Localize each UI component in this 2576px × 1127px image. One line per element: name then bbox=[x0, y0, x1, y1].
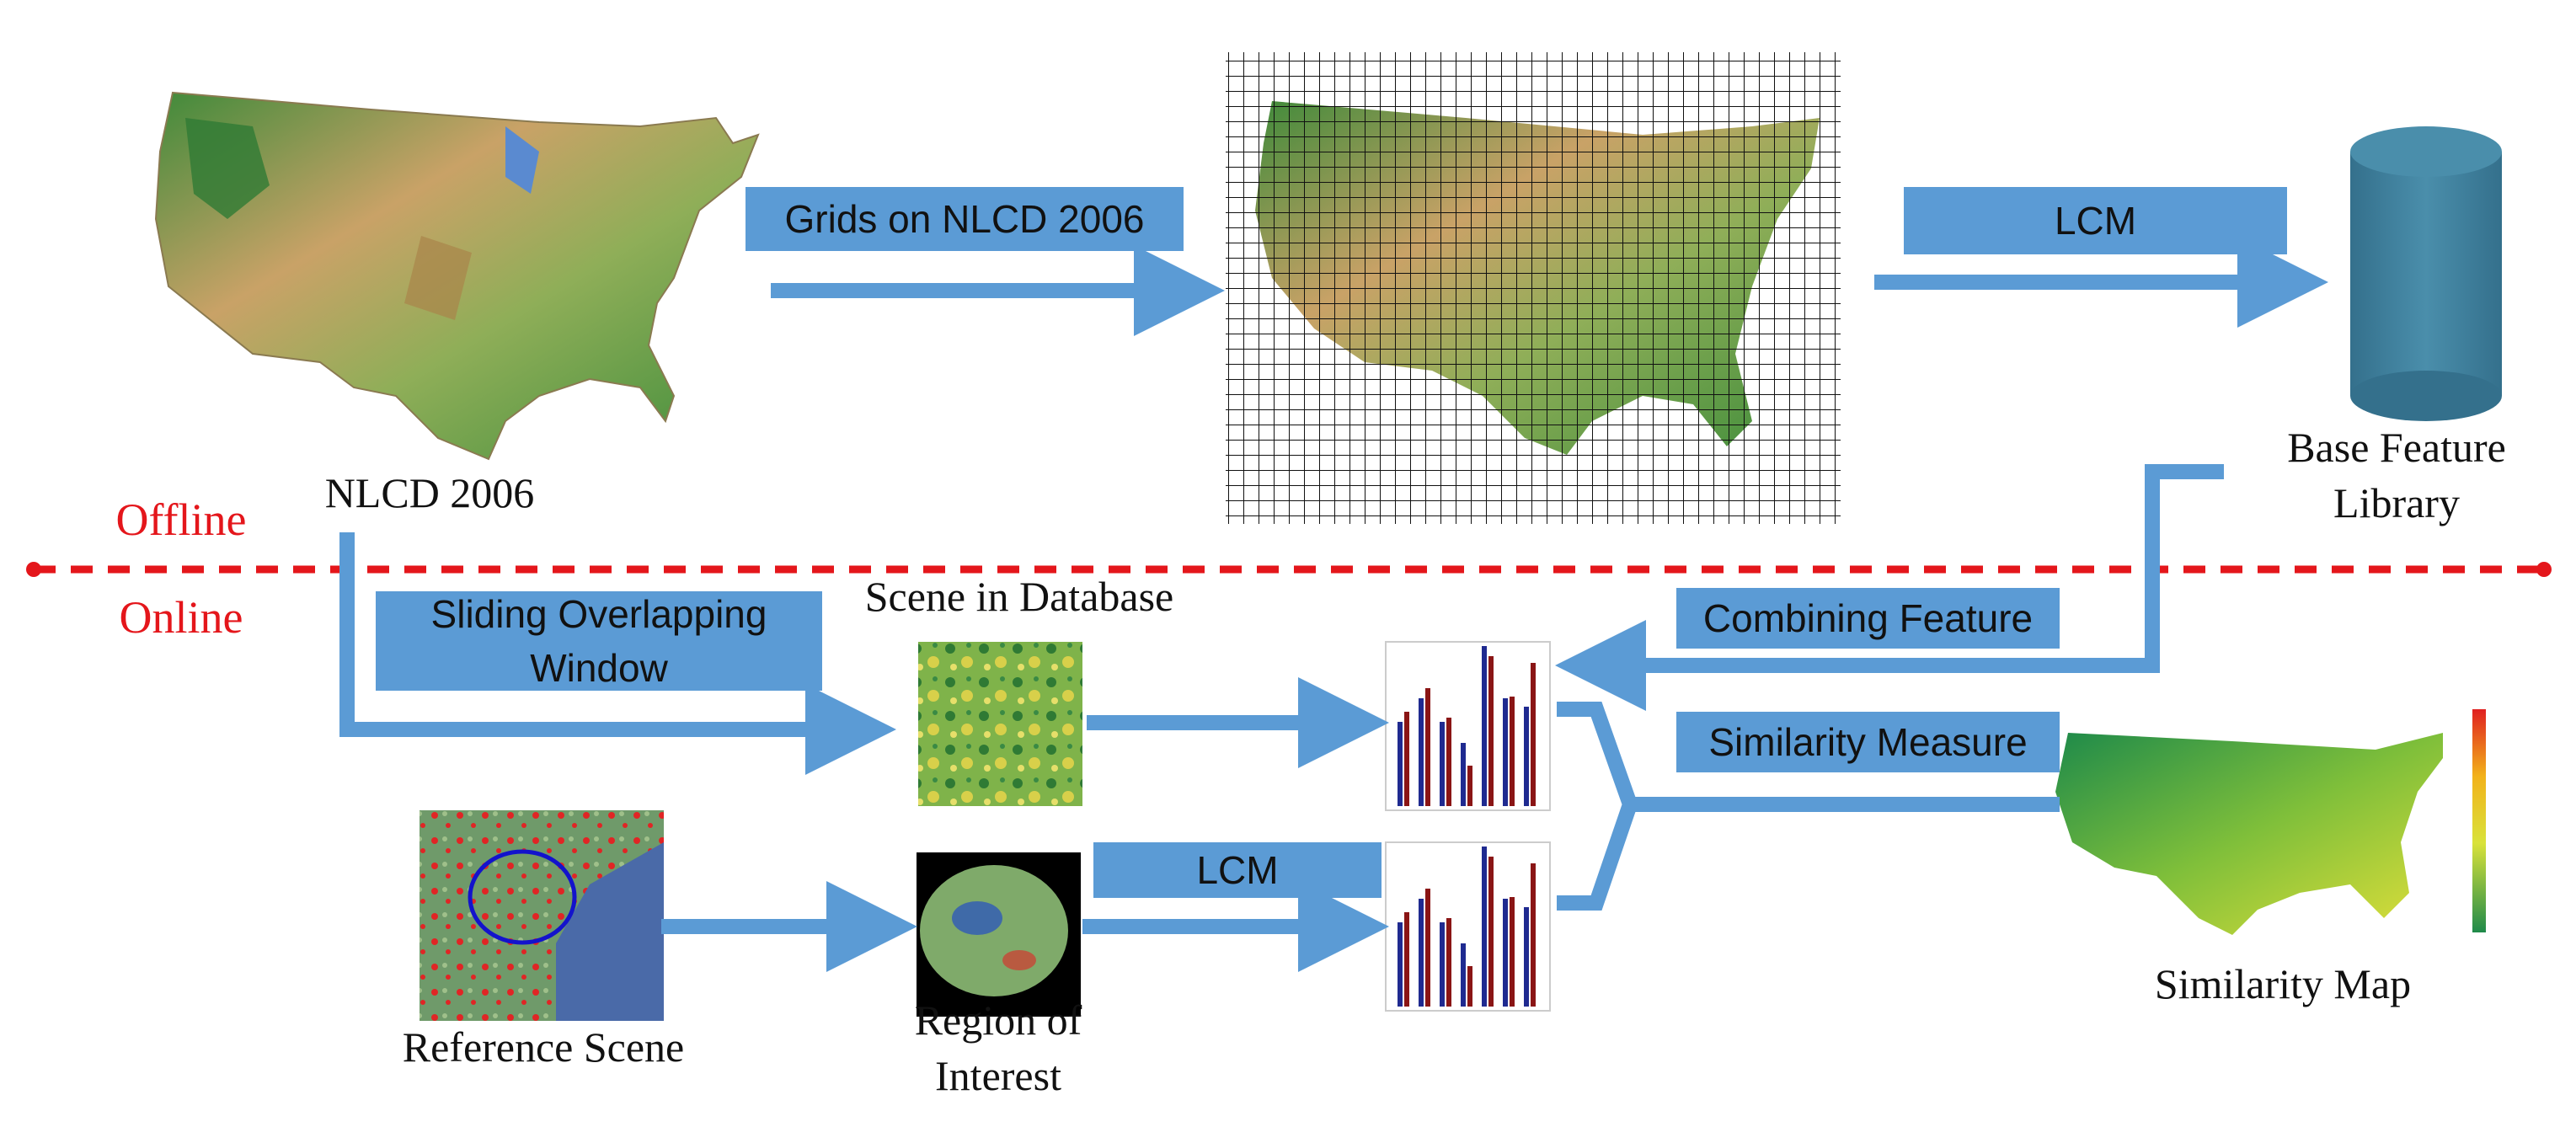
us-land-cover-map bbox=[154, 91, 760, 461]
satellite-reference-scene bbox=[420, 810, 664, 1021]
arrow-library-to-histogram bbox=[1555, 464, 2224, 711]
similarity-map-label: Similarity Map bbox=[2154, 960, 2412, 1007]
histogram-bar-blue bbox=[1419, 899, 1424, 1007]
histogram-bar-red bbox=[1488, 857, 1494, 1007]
histogram-bar-blue bbox=[1461, 943, 1466, 1007]
histogram-bar-blue bbox=[1398, 922, 1403, 1007]
histogram-bar-red bbox=[1446, 718, 1451, 806]
lcm-top-box: LCM bbox=[1904, 187, 2287, 254]
histogram-bar-red bbox=[1510, 697, 1515, 806]
sliding-window-box: Sliding Overlapping Window bbox=[376, 591, 822, 691]
combining-feature-box: Combining Feature bbox=[1676, 588, 2060, 649]
reference-scene-label: Reference Scene bbox=[402, 1023, 685, 1071]
region-of-interest-mask bbox=[917, 852, 1081, 1017]
histogram-bar-red bbox=[1467, 966, 1472, 1007]
histogram-bar-red bbox=[1425, 688, 1430, 806]
online-label: Online bbox=[119, 592, 243, 643]
histogram-bar-blue bbox=[1440, 922, 1445, 1007]
region-of-interest-label: Region of Interest bbox=[914, 996, 1082, 1099]
histogram-bar-red bbox=[1510, 897, 1515, 1007]
histogram-bar-red bbox=[1531, 663, 1536, 806]
gridded-us-map bbox=[1226, 52, 1841, 524]
histogram-bar-red bbox=[1467, 766, 1472, 806]
grids-on-nlcd-box: Grids on NLCD 2006 bbox=[746, 187, 1184, 251]
base-feature-library-label: Base Feature Library bbox=[2287, 424, 2506, 526]
land-cover-scene-tile bbox=[918, 642, 1082, 806]
flow-arrows bbox=[339, 237, 2328, 972]
histogram-bar-red bbox=[1488, 656, 1494, 806]
histogram-bar-red bbox=[1446, 918, 1451, 1007]
lcm-bottom-box: LCM bbox=[1093, 842, 1382, 898]
bar-histogram-icon bbox=[1385, 841, 1551, 1012]
bar-histogram-icon bbox=[1385, 641, 1551, 811]
similarity-heat-map bbox=[2055, 709, 2486, 935]
histogram-bar-blue bbox=[1398, 722, 1403, 806]
nlcd-label: NLCD 2006 bbox=[324, 469, 535, 516]
histogram-bar-red bbox=[1425, 889, 1430, 1007]
offline-label: Offline bbox=[115, 494, 247, 545]
histogram-bar-blue bbox=[1440, 722, 1445, 806]
histogram-bar-blue bbox=[1503, 899, 1508, 1007]
histogram-bar-blue bbox=[1461, 743, 1466, 806]
histogram-bar-blue bbox=[1524, 907, 1529, 1007]
similarity-measure-box: Similarity Measure bbox=[1676, 712, 2060, 772]
histogram-bar-blue bbox=[1524, 707, 1529, 806]
bracket-top bbox=[1557, 702, 1638, 808]
histogram-bar-blue bbox=[1482, 847, 1487, 1007]
histogram-bar-blue bbox=[1482, 646, 1487, 806]
histogram-bar-red bbox=[1404, 912, 1409, 1007]
arrow-nlcd-to-scene bbox=[339, 532, 896, 775]
database-cylinder-icon bbox=[2350, 126, 2502, 421]
histogram-bar-blue bbox=[1419, 698, 1424, 806]
histogram-bar-blue bbox=[1503, 698, 1508, 806]
histogram-bar-red bbox=[1404, 712, 1409, 806]
histogram-bar-red bbox=[1531, 863, 1536, 1007]
bracket-bottom bbox=[1557, 802, 1638, 911]
scene-in-database-label: Scene in Database bbox=[864, 573, 1174, 620]
